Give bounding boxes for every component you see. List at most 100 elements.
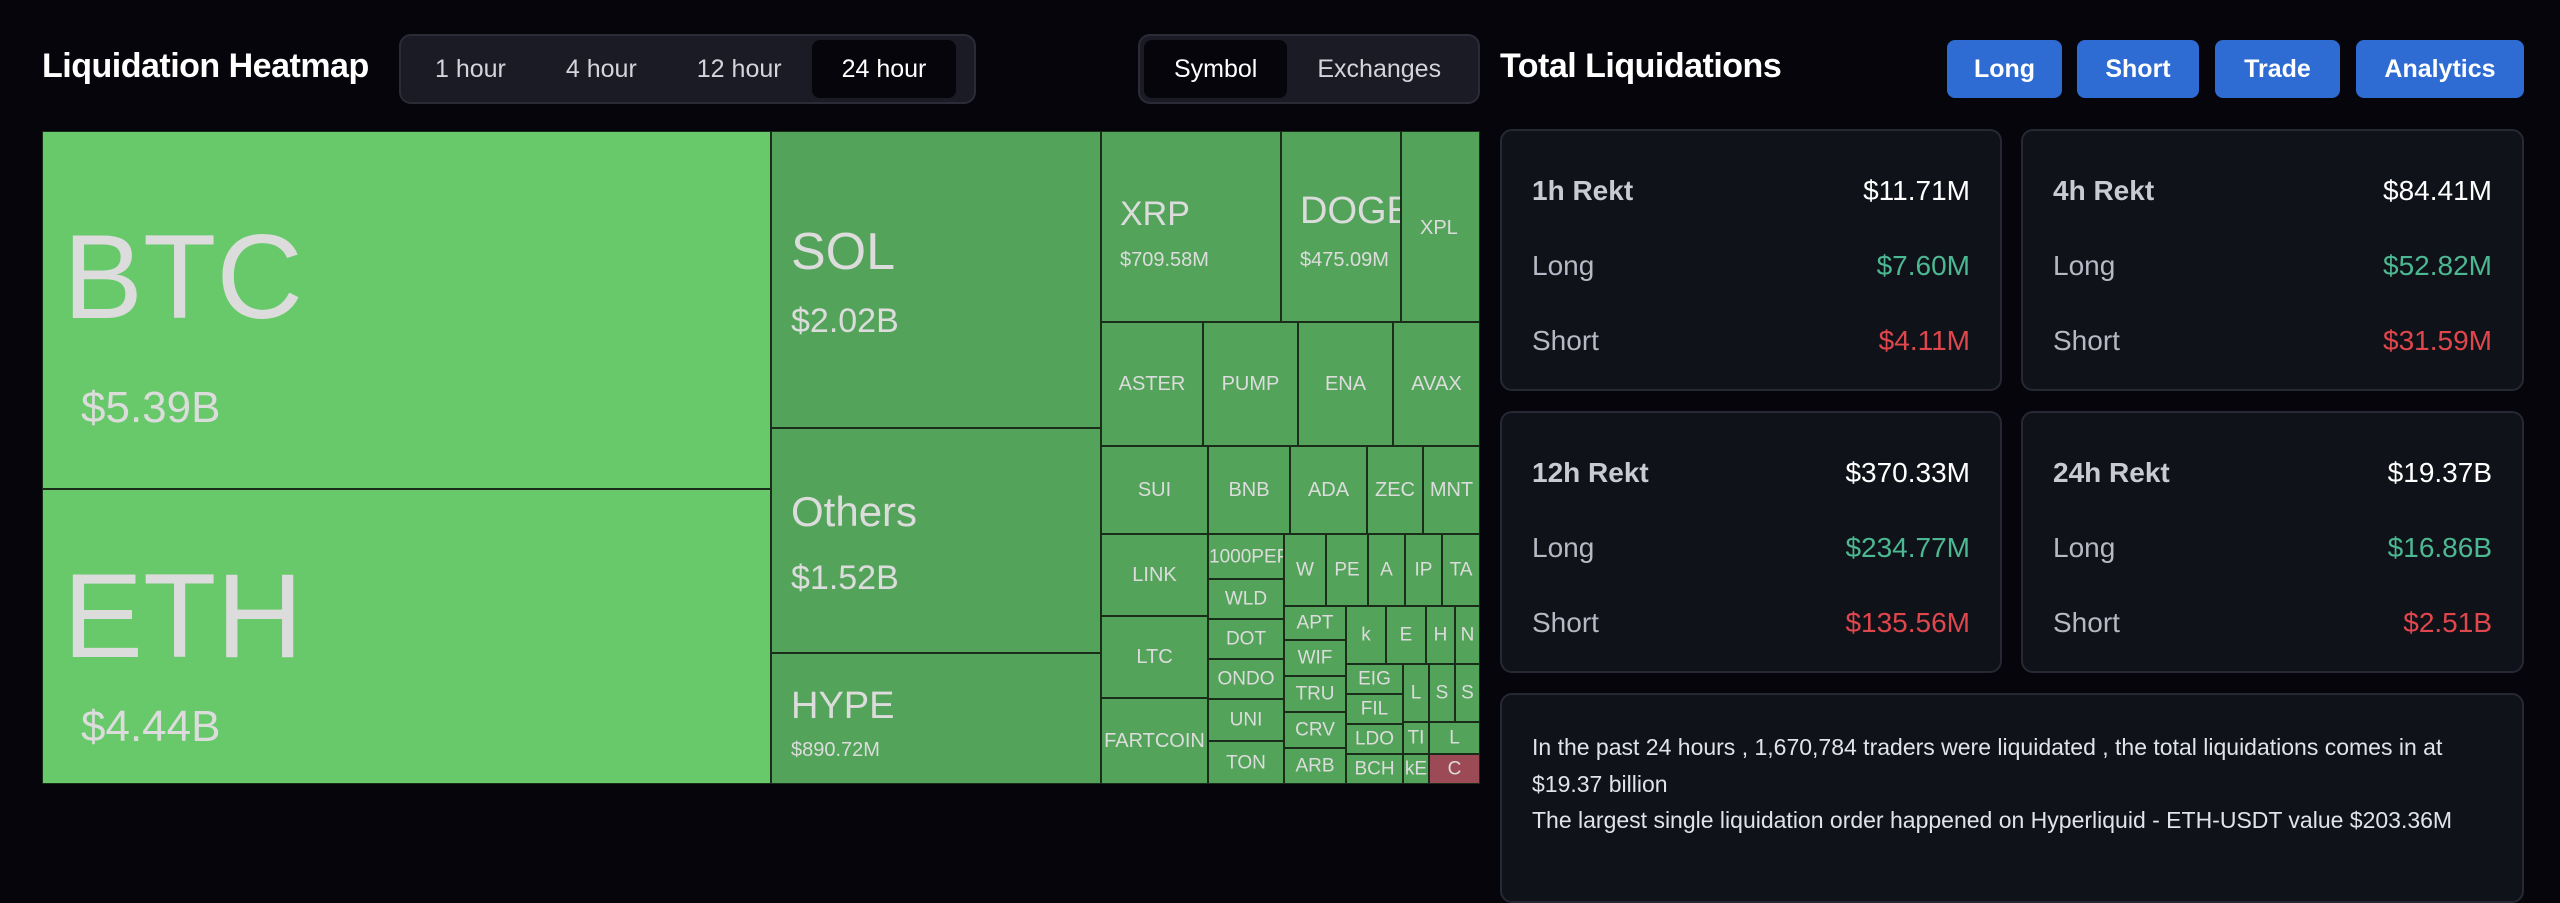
heatmap-tile-l[interactable]: L: [1403, 664, 1429, 722]
heatmap-tile-l[interactable]: L: [1429, 722, 1480, 754]
heatmap-tile-wif[interactable]: WIF: [1284, 640, 1346, 676]
heatmap-tile-w[interactable]: W: [1284, 534, 1326, 606]
tile-symbol: HYPE: [791, 685, 895, 727]
view-exchanges[interactable]: Exchanges: [1317, 54, 1442, 83]
tile-symbol: EIG: [1358, 668, 1391, 690]
heatmap-tile-a[interactable]: A: [1368, 534, 1405, 606]
tile-symbol: ADA: [1307, 479, 1350, 501]
heatmap-tile-ldo[interactable]: LDO: [1346, 724, 1403, 754]
heatmap-tile-fartcoin[interactable]: FARTCOIN: [1101, 698, 1208, 784]
liquidation-heatmap: BTC $5.39B ETH $4.44B SOL $2.02B Others $1.52B H…: [42, 131, 1480, 784]
timeframe-24h[interactable]: 24 hour: [811, 40, 957, 98]
tile-symbol: A: [1380, 559, 1393, 581]
heatmap-tile-ta[interactable]: TA: [1442, 534, 1480, 606]
heatmap-tile-s[interactable]: S: [1455, 664, 1480, 722]
tile-symbol: N: [1460, 624, 1475, 646]
short-value: $135.56M: [1845, 607, 1970, 638]
heatmap-tile-ltc[interactable]: LTC: [1101, 616, 1208, 698]
heatmap-tile-k[interactable]: k: [1346, 606, 1386, 664]
rekt-card-4h: 4h Rekt $84.41M Long $52.82M Short $31.59M: [2021, 129, 2524, 391]
heatmap-tile-uni[interactable]: UNI: [1208, 699, 1284, 741]
tile-symbol: FARTCOIN: [1104, 730, 1205, 752]
heatmap-tile-aster[interactable]: ASTER: [1101, 322, 1203, 446]
heatmap-tile-btc[interactable]: BTC $5.39B: [42, 131, 771, 489]
tile-symbol: MNT: [1429, 479, 1474, 501]
tile-symbol: WIF: [1297, 647, 1333, 669]
heatmap-title: Liquidation Heatmap: [42, 47, 369, 85]
rekt-card-total: $11.71M: [1863, 175, 1970, 206]
tile-symbol: BTC: [63, 210, 303, 344]
rekt-card-12h: 12h Rekt $370.33M Long $234.77M Short $135.…: [1500, 411, 2002, 673]
heatmap-tile-fil[interactable]: FIL: [1346, 694, 1403, 724]
rekt-card-label: 12h Rekt: [1532, 457, 1649, 488]
heatmap-tile-link[interactable]: LINK: [1101, 534, 1208, 616]
heatmap-tile-ena[interactable]: ENA: [1298, 322, 1393, 446]
heatmap-tile-ti[interactable]: TI: [1403, 722, 1429, 754]
heatmap-tile-c[interactable]: C: [1429, 754, 1480, 784]
heatmap-tile-tru[interactable]: TRU: [1284, 676, 1346, 712]
short-button[interactable]: Short: [2077, 40, 2199, 98]
heatmap-tile-ada[interactable]: ADA: [1290, 446, 1367, 534]
heatmap-tile-doge[interactable]: DOGE $475.09M: [1281, 131, 1401, 322]
analytics-button[interactable]: Analytics: [2356, 40, 2524, 98]
total-liquidations-title: Total Liquidations: [1500, 47, 1782, 85]
long-label: Long: [2053, 532, 2116, 563]
heatmap-tile-others[interactable]: Others $1.52B: [771, 428, 1101, 653]
heatmap-tile-n[interactable]: N: [1455, 606, 1480, 664]
trade-button[interactable]: Trade: [2215, 40, 2340, 98]
tile-value: $1.52B: [791, 559, 899, 597]
long-value: $234.77M: [1845, 532, 1970, 563]
heatmap-tile-mnt[interactable]: MNT: [1423, 446, 1480, 534]
heatmap-tile-xrp[interactable]: XRP $709.58M: [1101, 131, 1281, 322]
tile-symbol: ARB: [1295, 755, 1335, 777]
heatmap-tile-apt[interactable]: APT: [1284, 606, 1346, 640]
heatmap-tile-eig[interactable]: EIG: [1346, 664, 1403, 694]
summary-line-2: The largest single liquidation order hap…: [1532, 807, 2453, 833]
tile-symbol: ETH: [63, 549, 303, 683]
heatmap-tile-zec[interactable]: ZEC: [1367, 446, 1423, 534]
heatmap-tile-ke[interactable]: kE: [1403, 754, 1429, 784]
heatmap-tile-pe[interactable]: PE: [1326, 534, 1368, 606]
heatmap-tile-sol[interactable]: SOL $2.02B: [771, 131, 1101, 428]
timeframe-12h[interactable]: 12 hour: [696, 54, 782, 83]
tile-value: $4.44B: [81, 702, 221, 751]
tile-symbol: TRU: [1295, 683, 1335, 705]
heatmap-tile-ip[interactable]: IP: [1405, 534, 1442, 606]
heatmap-tile-s[interactable]: S: [1429, 664, 1455, 722]
tile-symbol: IP: [1414, 559, 1433, 581]
tile-symbol: S: [1435, 682, 1449, 704]
heatmap-tile-e[interactable]: E: [1386, 606, 1426, 664]
long-value: $7.60M: [1876, 250, 1970, 281]
short-label: Short: [2053, 607, 2120, 638]
timeframe-4h[interactable]: 4 hour: [565, 54, 637, 83]
heatmap-tile-dot[interactable]: DOT: [1208, 619, 1284, 659]
heatmap-tile-eth[interactable]: ETH $4.44B: [42, 489, 771, 784]
tile-symbol: kE: [1404, 758, 1428, 780]
tile-symbol: WLD: [1224, 588, 1268, 610]
timeframe-1h[interactable]: 1 hour: [435, 54, 506, 83]
tile-symbol: W: [1296, 559, 1314, 581]
long-button[interactable]: Long: [1947, 40, 2062, 98]
heatmap-tile-bch[interactable]: BCH: [1346, 754, 1403, 784]
tile-symbol: LINK: [1132, 564, 1177, 586]
heatmap-tile-crv[interactable]: CRV: [1284, 712, 1346, 748]
heatmap-tile-bnb[interactable]: BNB: [1208, 446, 1290, 534]
heatmap-tile-arb[interactable]: ARB: [1284, 748, 1346, 784]
view-mode-selector: Symbol Exchanges: [1138, 34, 1480, 104]
heatmap-tile-h[interactable]: H: [1426, 606, 1455, 664]
heatmap-tile-avax[interactable]: AVAX: [1393, 322, 1480, 446]
heatmap-tile-ondo[interactable]: ONDO: [1208, 659, 1284, 699]
heatmap-tile-hype[interactable]: HYPE $890.72M: [771, 653, 1101, 784]
tile-symbol: BCH: [1354, 758, 1395, 780]
rekt-card-total: $84.41M: [2383, 175, 2492, 206]
tile-symbol: LDO: [1354, 728, 1395, 750]
heatmap-tile-pump[interactable]: PUMP: [1203, 322, 1298, 446]
heatmap-tile-wld[interactable]: WLD: [1208, 579, 1284, 619]
tile-value: $2.02B: [791, 302, 899, 340]
heatmap-tile-xpl[interactable]: XPL: [1401, 131, 1480, 322]
heatmap-tile-ton[interactable]: TON: [1208, 741, 1284, 784]
view-symbol[interactable]: Symbol: [1144, 40, 1288, 98]
heatmap-tile-1000pepe[interactable]: 1000PEPE: [1208, 534, 1284, 579]
heatmap-tile-sui[interactable]: SUI: [1101, 446, 1208, 534]
tile-symbol: ENA: [1324, 373, 1367, 395]
